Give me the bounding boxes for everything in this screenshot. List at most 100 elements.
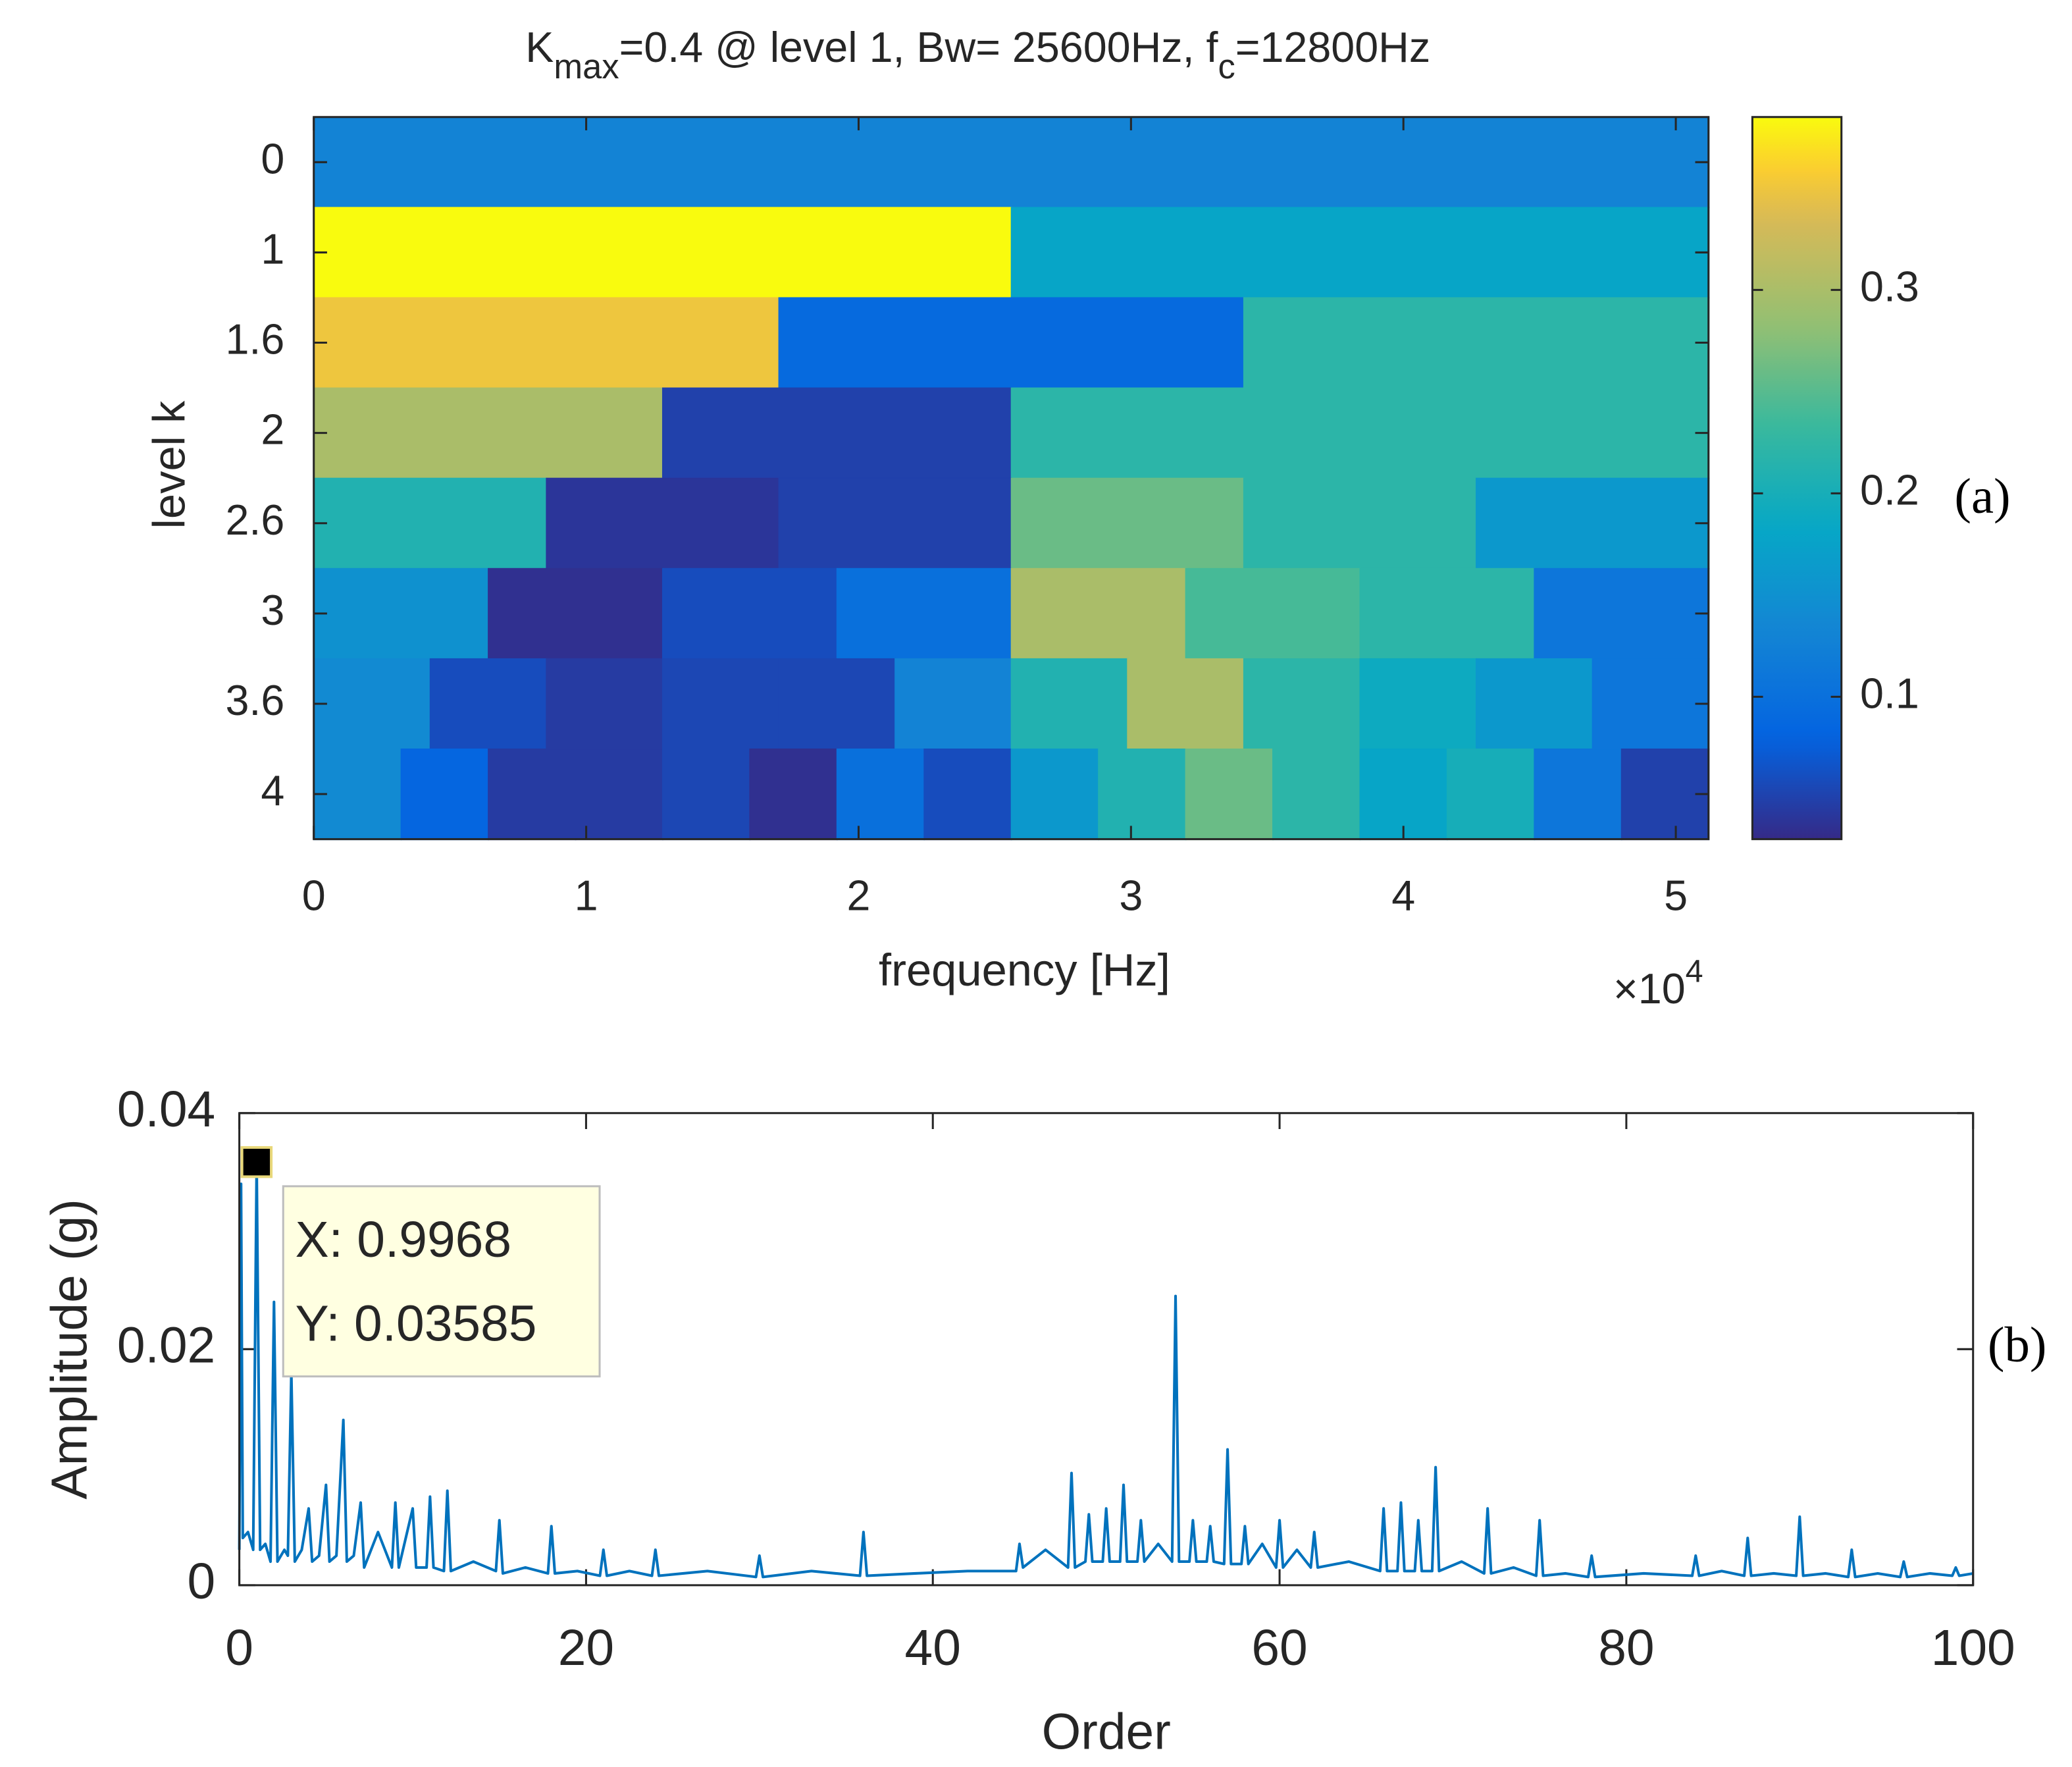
heatmap-cell (1127, 658, 1245, 751)
x-tick-label: 20 (558, 1620, 614, 1676)
chart-title: Kmax=0.4 @ level 1, Bw= 25600Hz, fc=1280… (525, 23, 1430, 86)
title-text: =12800Hz (1235, 23, 1430, 71)
multiplier-base: ×10 (1613, 964, 1686, 1013)
heatmap-cell (313, 658, 431, 751)
x-axis-label: frequency [Hz] (879, 945, 1170, 995)
heatmap-cell (1098, 749, 1187, 841)
x-tick-label: 40 (905, 1620, 961, 1676)
x-axis-label: Order (1042, 1704, 1171, 1760)
title-subscript: max (554, 47, 619, 86)
heatmap-cell (1010, 477, 1245, 569)
heatmap-cell (1359, 749, 1448, 841)
heatmap-cell (923, 749, 1012, 841)
heatmap-cell (1476, 658, 1593, 751)
x-tick-label: 0 (302, 872, 326, 920)
heatmap-cell (661, 658, 780, 751)
axes-frame (238, 1112, 1975, 1587)
heatmap-cell (1592, 658, 1710, 751)
x-tick-label: 4 (1391, 872, 1415, 920)
y-tick-label: 3.6 (225, 676, 284, 724)
title-text: =0.4 @ level 1, Bw= 25600Hz, f (619, 23, 1219, 71)
heatmap-cell (778, 297, 1245, 389)
datatip-x: X: 0.9968 (295, 1212, 511, 1268)
heatmap-cell (778, 477, 1012, 569)
panel-annotation: (a) (1954, 468, 2010, 524)
colorbar (1751, 116, 1843, 841)
heatmap-cell (1010, 387, 1361, 479)
y-tick-label: 1 (261, 225, 284, 273)
y-tick-label: 2.6 (225, 496, 284, 544)
heatmap-cell (313, 749, 402, 841)
heatmap-cell (1534, 749, 1622, 841)
datatip-box (282, 1185, 601, 1378)
y-tick-label: 0 (188, 1554, 216, 1610)
heatmap-cell (1010, 749, 1100, 841)
heatmap-cell (575, 749, 663, 841)
x-multiplier: ×104 (1613, 953, 1703, 1013)
colorbar-tick-label: 0.3 (1860, 262, 1919, 310)
heatmap-cell (1010, 658, 1129, 751)
heatmap-cell (661, 749, 751, 841)
datatip-y: Y: 0.03585 (295, 1296, 536, 1352)
colorbar-tick-label: 0.1 (1860, 669, 1919, 717)
heatmap-cell (1359, 658, 1478, 751)
x-tick-label: 2 (846, 872, 870, 920)
heatmap-cell (1359, 567, 1536, 660)
heatmap-cell (836, 749, 925, 841)
panel-annotation: (b) (1988, 1317, 2047, 1373)
title-text: K (525, 23, 554, 71)
heatmap-cell (778, 658, 896, 751)
y-tick-label: 0.04 (117, 1082, 215, 1138)
heatmap-cell (546, 658, 663, 751)
y-tick-label: 0.02 (117, 1318, 215, 1374)
heatmap-cell (749, 749, 838, 841)
heatmap-cell (1272, 749, 1361, 841)
datatip-marker (240, 1146, 273, 1178)
heatmap-cell (313, 387, 663, 479)
heatmap-cell (313, 567, 490, 660)
x-tick-label: 80 (1598, 1620, 1654, 1676)
heatmap-cell (313, 117, 1710, 209)
heatmap-cell (1010, 207, 1710, 299)
heatmap-cell (313, 477, 548, 569)
heatmap-cell (1476, 477, 1710, 569)
heatmap-cell (1446, 749, 1536, 841)
y-axis-label: level k (144, 400, 195, 529)
heatmap-cell (1243, 658, 1361, 751)
x-tick-label: 100 (1931, 1620, 2015, 1676)
heatmap-cell (1010, 567, 1187, 660)
x-tick-label: 5 (1664, 872, 1688, 920)
y-tick-label: 0 (261, 134, 284, 182)
heatmap-cell (894, 658, 1012, 751)
heatmap-cell (1185, 749, 1274, 841)
y-tick-label: 3 (261, 586, 284, 634)
colorbar-tick-label: 0.2 (1860, 465, 1919, 514)
x-tick-label: 3 (1119, 872, 1143, 920)
heatmap-cell (1243, 477, 1478, 569)
heatmap-cell (836, 567, 1012, 660)
y-axis-label: Amplitude (g) (41, 1199, 97, 1499)
x-tick-label: 60 (1251, 1620, 1307, 1676)
heatmap-cell (1534, 567, 1710, 660)
heatmap-cell (1359, 387, 1710, 479)
title-subscript: c (1218, 47, 1235, 86)
heatmap-cell (661, 387, 1012, 479)
y-tick-label: 1.6 (225, 315, 284, 363)
heatmap-cell (488, 749, 577, 841)
heatmap-cell (546, 477, 780, 569)
heatmap-cell (313, 207, 1012, 299)
multiplier-exponent: 4 (1686, 953, 1703, 989)
axes-frame (313, 116, 1710, 841)
y-tick-label: 4 (261, 766, 284, 814)
heatmap-cell (488, 567, 663, 660)
spectrum-line (238, 1161, 1974, 1579)
x-tick-label: 0 (225, 1620, 253, 1676)
heatmap-cell (661, 567, 838, 660)
heatmap-cell (313, 297, 780, 389)
heatmap-cell (400, 749, 490, 841)
x-tick-label: 1 (575, 872, 598, 920)
y-tick-label: 2 (261, 406, 284, 454)
